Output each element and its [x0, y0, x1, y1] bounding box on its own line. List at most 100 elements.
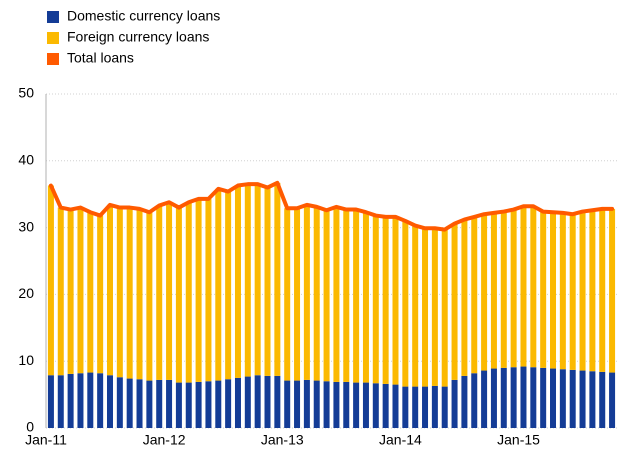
bar-segment [599, 208, 606, 372]
y-tick-label: 50 [18, 85, 34, 101]
y-tick-label: 10 [18, 352, 34, 368]
legend-swatch [47, 53, 59, 65]
bar-segment [106, 375, 113, 428]
bar-segment [47, 375, 54, 428]
bar-segment [205, 381, 212, 428]
bar-segment [225, 379, 232, 428]
y-tick-label: 40 [18, 152, 34, 168]
y-tick-label: 0 [26, 419, 34, 435]
bar-segment [274, 182, 281, 376]
bar-segment [540, 367, 547, 428]
bar-segment [333, 206, 340, 382]
bar-segment [97, 215, 104, 374]
bar-segment [136, 208, 143, 380]
bar-segment [422, 386, 429, 428]
bar-segment [579, 211, 586, 371]
bar-segment [540, 211, 547, 368]
bar-segment [323, 381, 330, 428]
legend-label: Total loans [67, 50, 134, 66]
bar-segment [382, 383, 389, 428]
bar-segment [471, 373, 478, 428]
bar-segment [333, 381, 340, 428]
bar-segment [254, 184, 261, 376]
bar-segment [520, 366, 527, 428]
bar-segment [156, 379, 163, 428]
bar-segment [490, 368, 497, 428]
bar-segment [510, 367, 517, 428]
bar-segment [67, 373, 74, 428]
bar-segment [392, 384, 399, 428]
bar-segment [294, 208, 301, 381]
bar-segment [175, 207, 182, 383]
bar-segment [303, 379, 310, 428]
bar-segment [599, 371, 606, 428]
bar-segment [343, 209, 350, 382]
bar-segment [77, 207, 84, 374]
bar-segment [87, 372, 94, 428]
bar-segment [520, 206, 527, 367]
bar-segment [530, 206, 537, 368]
bar-segment [441, 229, 448, 387]
bar-segment [126, 378, 133, 428]
bar-segment [372, 215, 379, 384]
bar-segment [579, 370, 586, 428]
bar-segment [451, 379, 458, 428]
bar-segment [185, 202, 192, 383]
bar-segment [185, 382, 192, 428]
bar-segment [362, 382, 369, 428]
bar-segment [412, 386, 419, 428]
y-tick-label: 30 [18, 218, 34, 234]
bar-segment [284, 208, 291, 381]
bar-segment [490, 212, 497, 369]
bar-segment [323, 210, 330, 382]
bar-segment [500, 211, 507, 368]
bar-segment [156, 205, 163, 380]
bar-segment [264, 375, 271, 428]
bar-segment [609, 372, 616, 428]
bar-segment [402, 220, 409, 387]
bar-segment [569, 214, 576, 370]
bar-segment [264, 187, 271, 376]
x-tick-label: Jan-12 [143, 432, 186, 448]
bar-segment [106, 204, 113, 376]
bar-segment [244, 376, 251, 428]
bar-segment [589, 210, 596, 372]
x-tick-label: Jan-11 [25, 432, 67, 448]
bar-segment [431, 228, 438, 386]
bar-segment [274, 375, 281, 428]
bar-segment [461, 375, 468, 428]
bar-segment [609, 208, 616, 373]
line-series [48, 180, 615, 232]
bar-segment [569, 369, 576, 428]
x-tick-label: Jan-13 [261, 432, 304, 448]
bar-segment [481, 214, 488, 371]
bar-segment [166, 379, 173, 428]
bar-segment [402, 386, 409, 428]
bar-segment [126, 207, 133, 379]
bar-segment [392, 216, 399, 385]
bar-segment [195, 381, 202, 428]
bar-segment [589, 371, 596, 428]
bar-segment [57, 375, 64, 428]
bar-segment [559, 212, 566, 370]
bar-segment [215, 380, 222, 428]
bar-segment [87, 212, 94, 373]
legend-swatch [47, 32, 59, 44]
bar-segment [441, 386, 448, 428]
y-tick-label: 20 [18, 285, 34, 301]
bar-segment [116, 207, 123, 378]
bar-segment [353, 209, 360, 383]
bar-segment [67, 209, 74, 374]
bar-segment [412, 225, 419, 387]
bar-segment [234, 185, 241, 378]
bar-segment [550, 212, 557, 369]
legend-label: Domestic currency loans [67, 8, 220, 24]
bar-segment [382, 216, 389, 384]
bar-segment [284, 380, 291, 428]
bar-segment [461, 219, 468, 376]
bar-segment [57, 207, 64, 376]
bar-segment [77, 373, 84, 428]
bar-segment [422, 228, 429, 387]
bar-segment [313, 206, 320, 381]
bar-segment [146, 212, 153, 381]
